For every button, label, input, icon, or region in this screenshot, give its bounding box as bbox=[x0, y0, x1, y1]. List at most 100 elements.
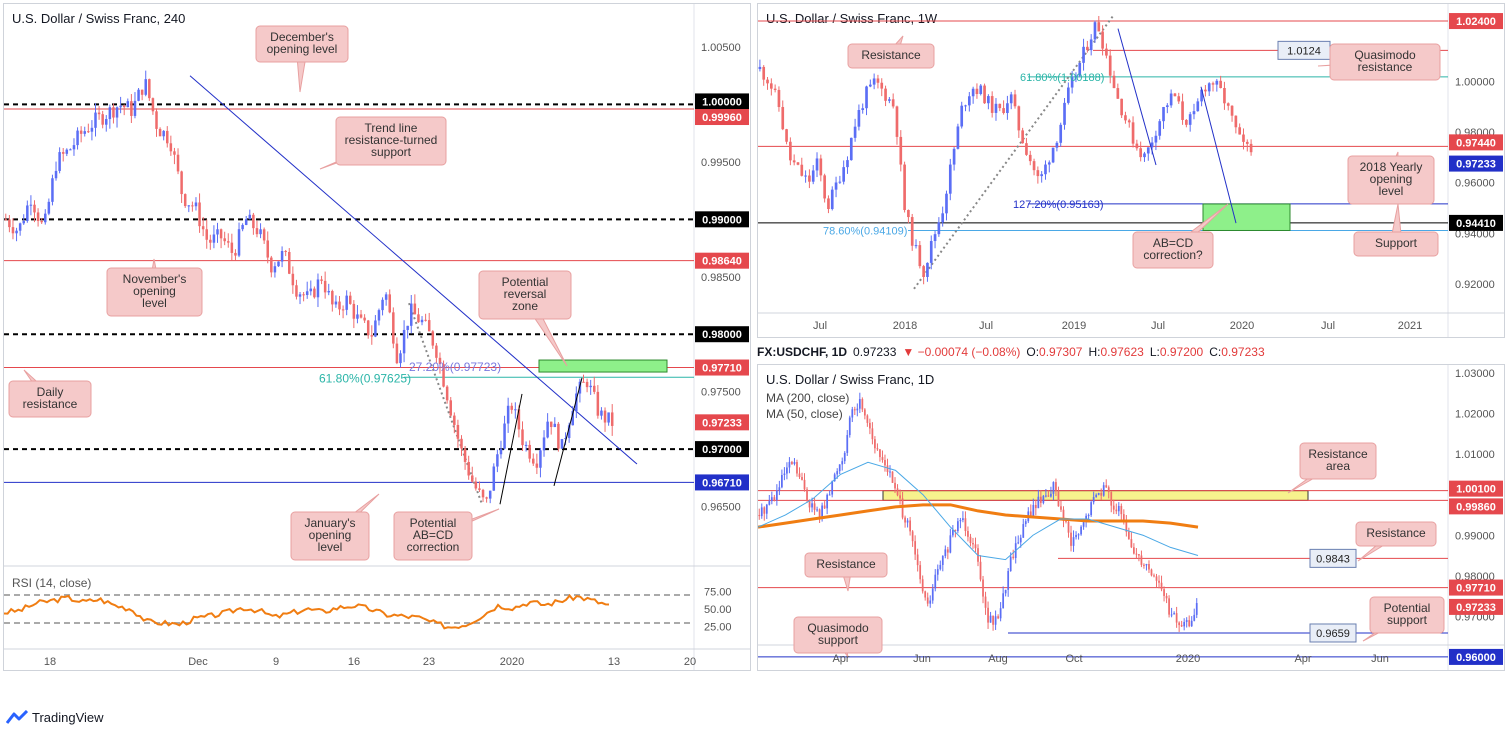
daily-candle bbox=[1045, 495, 1047, 497]
time-tick: 2021 bbox=[1398, 320, 1422, 332]
rsi-line bbox=[4, 594, 610, 630]
price-tick: 0.99500 bbox=[701, 157, 741, 169]
4h-candle bbox=[176, 154, 180, 172]
4h-candle bbox=[29, 204, 33, 206]
fib-label: 27.20%(0.97723) bbox=[409, 360, 501, 374]
weekly-candle bbox=[815, 158, 819, 171]
daily-candle bbox=[924, 591, 927, 598]
price-label-bg bbox=[1449, 480, 1503, 497]
weekly-candle bbox=[895, 106, 899, 137]
weekly-candle bbox=[1047, 162, 1051, 165]
chart-weekly-svg[interactable]: U.S. Dollar / Swiss Franc, 1W1.000000.98… bbox=[758, 4, 1505, 338]
price-tick: 1.01000 bbox=[1455, 449, 1495, 461]
daily-candle bbox=[984, 596, 987, 608]
daily-candle bbox=[1127, 531, 1130, 540]
daily-candle bbox=[972, 542, 974, 545]
weekly-candle bbox=[1158, 121, 1162, 136]
daily-candle bbox=[1173, 613, 1175, 615]
callout-abcd-box bbox=[393, 511, 473, 561]
4h-candle bbox=[72, 145, 76, 150]
time-tick: 2019 bbox=[1062, 320, 1086, 332]
4h-candle bbox=[392, 312, 395, 344]
daily-candle bbox=[869, 422, 871, 429]
chart-panel-weekly[interactable]: U.S. Dollar / Swiss Franc, 1W 1.00000 0.98… bbox=[757, 3, 1505, 338]
daily-candle bbox=[1075, 535, 1077, 538]
callout-resistance-9843-text: Resistance bbox=[1366, 526, 1426, 540]
chart-daily-svg[interactable]: U.S. Dollar / Swiss Franc, 1D MA (200, cl… bbox=[758, 365, 1505, 671]
daily-candle bbox=[951, 529, 954, 536]
chart-panel-daily[interactable]: U.S. Dollar / Swiss Franc, 1D MA (200, cl… bbox=[757, 364, 1505, 671]
time-tick: Jul bbox=[813, 320, 827, 332]
daily-candle bbox=[1180, 625, 1183, 627]
4h-candle bbox=[521, 429, 524, 446]
time-tick: 2018 bbox=[893, 320, 917, 332]
4h-candle bbox=[266, 240, 269, 258]
time-tick: 2020 bbox=[1230, 320, 1254, 332]
4h-candle bbox=[241, 224, 244, 230]
4h-candle bbox=[381, 299, 384, 311]
callout-november-text: level bbox=[142, 296, 167, 310]
daily-candle bbox=[919, 565, 922, 580]
4h-candle bbox=[94, 112, 97, 128]
price-tick: 0.99000 bbox=[1455, 530, 1495, 542]
4h-candle bbox=[453, 415, 456, 425]
weekly-candle bbox=[1017, 106, 1021, 131]
4h-candle bbox=[26, 205, 29, 222]
weekly-candle bbox=[1242, 134, 1245, 142]
callout-abcd-text: AB=CD bbox=[413, 528, 454, 542]
4h-candle bbox=[8, 219, 11, 228]
4h-candle bbox=[560, 439, 564, 449]
price-tick: 0.96000 bbox=[1455, 178, 1495, 190]
daily-candle bbox=[1125, 521, 1128, 532]
price-tick: 1.00000 bbox=[1455, 77, 1495, 89]
weekly-candle bbox=[1200, 89, 1203, 102]
daily-candle bbox=[1034, 504, 1037, 509]
abcd-dotted-leg bbox=[913, 15, 1114, 290]
price-label: 0.99000 bbox=[702, 214, 742, 226]
4h-candle bbox=[467, 461, 470, 476]
4h-candle bbox=[388, 294, 391, 313]
4h-candle bbox=[316, 279, 320, 298]
chart-4h-svg[interactable]: U.S. Dollar / Swiss Franc, 240 1.00500 0.9… bbox=[4, 4, 751, 671]
daily-candle bbox=[884, 460, 886, 466]
weekly-candle bbox=[941, 213, 945, 223]
daily-candle bbox=[796, 462, 798, 474]
4h-candle bbox=[101, 114, 104, 125]
4h-candle bbox=[585, 381, 589, 388]
daily-candle bbox=[848, 417, 851, 436]
daily-candle bbox=[793, 462, 796, 464]
weekly-candle bbox=[1028, 154, 1032, 162]
4h-candle bbox=[79, 130, 83, 134]
4h-candle bbox=[65, 149, 69, 154]
daily-candle bbox=[874, 439, 876, 449]
daily-candle bbox=[1022, 524, 1025, 538]
daily-candle bbox=[962, 518, 964, 521]
callout-reversal-text: reversal bbox=[504, 287, 547, 301]
4h-candle bbox=[413, 303, 417, 315]
4h-candle bbox=[277, 261, 280, 267]
daily-candle bbox=[1092, 497, 1095, 503]
daily-candle bbox=[1190, 620, 1193, 627]
time-tick: Jul bbox=[1321, 320, 1335, 332]
high-label: H: bbox=[1088, 345, 1101, 359]
abcd-arrow-2 bbox=[553, 377, 583, 486]
callout-potential-support-text: Potential bbox=[1384, 601, 1431, 615]
level-value: 0.9659 bbox=[1316, 628, 1350, 640]
daily-candle bbox=[1143, 564, 1145, 566]
chart-panel-4h[interactable]: U.S. Dollar / Swiss Franc, 240 1.00500 0.9… bbox=[3, 3, 751, 671]
tradingview-branding[interactable]: TradingView bbox=[6, 706, 104, 728]
symbol-name[interactable]: FX:USDCHF, 1D bbox=[757, 345, 848, 359]
daily-candle bbox=[801, 477, 803, 480]
price-label: 0.99860 bbox=[1456, 501, 1496, 513]
weekly-candle bbox=[766, 79, 769, 84]
ma-legend: MA (50, close) bbox=[766, 407, 843, 421]
price-label: 0.97710 bbox=[702, 363, 742, 375]
price-label: 0.97233 bbox=[702, 417, 742, 429]
weekly-candle bbox=[827, 198, 830, 210]
daily-candle bbox=[979, 561, 982, 580]
price-change: ▼ −0.00074 (−0.08%) bbox=[902, 345, 1021, 359]
callout-quasimodo-text: resistance bbox=[1358, 60, 1413, 74]
4h-candle bbox=[603, 410, 607, 423]
4h-candle bbox=[183, 194, 187, 207]
daily-candle bbox=[906, 520, 909, 523]
